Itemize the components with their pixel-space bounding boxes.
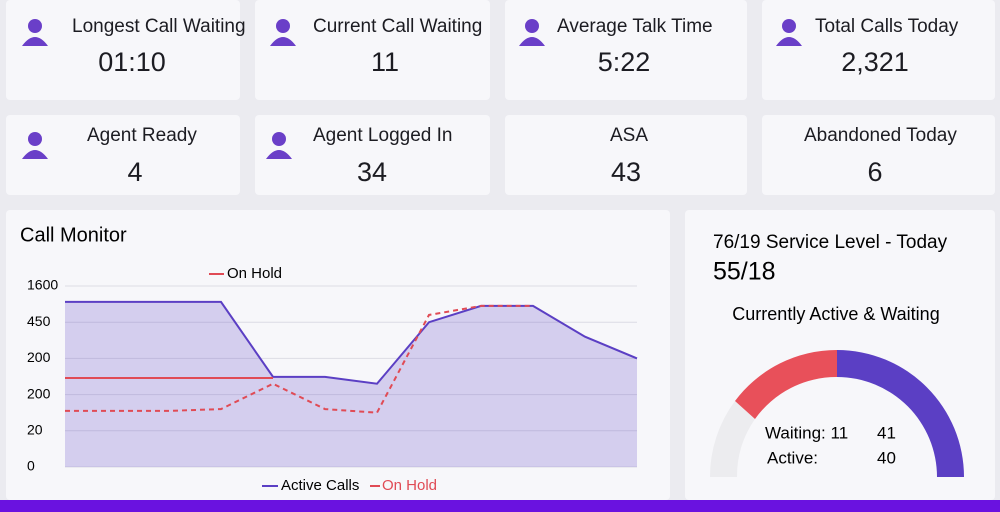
kpi-icon [18,14,52,53]
area [65,301,637,467]
kpi-card: Agent Ready 4 [6,115,240,195]
kpi-card: Total Calls Today 2,321 [762,0,995,100]
kpi-card: Agent Logged In 34 [255,115,490,195]
legend-label: On Hold [382,477,437,494]
chart-title: Call Monitor [20,224,127,246]
kpi-value: 2,321 [841,47,909,77]
kpi-label: Current Call Waiting [313,16,483,37]
kpi-value: 34 [356,157,388,187]
kpi-label: ASA [610,125,649,146]
y-tick-label: 200 [27,349,51,365]
kpi-value: 6 [867,157,883,187]
legend-label: On Hold [227,265,282,282]
kpi-label: Total Calls Today [815,16,959,37]
kpi-label: Abandoned Today [804,125,957,146]
legend-label: Active Calls [281,477,359,494]
y-tick-label: 450 [27,313,51,329]
kpi-card: Current Call Waiting 11 [255,0,490,100]
kpi-icon [262,127,296,166]
kpi-value: 5:22 [597,47,651,77]
kpi-icon [266,14,300,53]
kpi-label: Average Talk Time [557,16,713,37]
kpi-value: 4 [127,157,143,187]
y-tick-label: 20 [27,422,43,438]
kpi-icon [772,14,806,53]
kpi-label: Longest Call Waiting [72,16,246,37]
active-label: Active: [767,448,818,467]
kpi-card: Abandoned Today 6 [762,115,995,195]
gauge-active [837,350,964,477]
gauge-track [709,401,755,477]
bottom-bar [0,500,1000,512]
kpi-icon [515,14,549,53]
waiting-label: Waiting: 11 [765,423,848,442]
panel-value: 55/18 [713,258,776,286]
y-tick-label: 1600 [27,277,58,293]
waiting-value: 41 [877,423,896,442]
panel-title: 76/19 Service Level - Today [713,232,948,253]
call-monitor-panel [6,210,670,500]
kpi-label: Agent Logged In [313,125,453,146]
gauge-waiting [735,349,837,419]
kpi-card: Longest Call Waiting 01:10 [6,0,246,100]
kpi-icon [18,127,52,166]
panel-subtitle: Currently Active & Waiting [732,304,939,324]
line [65,300,638,385]
y-tick-label: 0 [27,458,35,474]
y-tick-label: 200 [27,385,51,401]
active-value: 40 [877,448,896,467]
kpi-label: Agent Ready [87,125,197,146]
kpi-value: 01:10 [98,47,166,77]
kpi-value: 43 [610,157,642,187]
kpi-card: Average Talk Time 5:22 [505,0,747,100]
kpi-card: ASA 43 [505,115,747,195]
line [65,304,533,414]
gauge-panel: 76/19 Service Level - Today 55/18 Curren… [709,232,964,477]
service-panel: 76/19 Service Level - Today 55/18 Curren… [685,210,995,500]
kpi-value: 11 [370,47,400,77]
